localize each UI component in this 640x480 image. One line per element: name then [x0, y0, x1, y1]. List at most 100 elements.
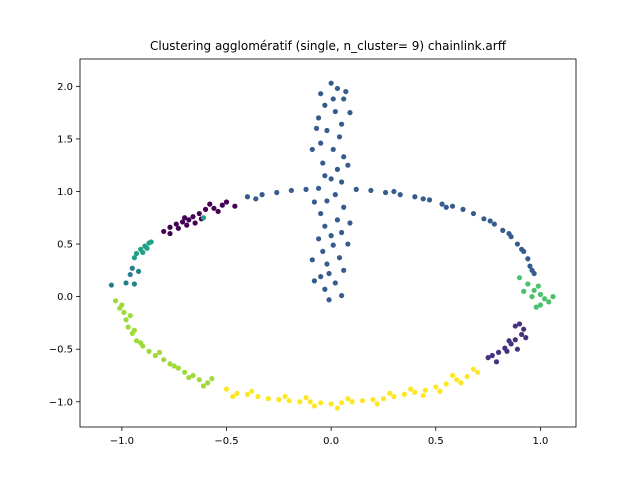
- scatter-point-blue: [382, 189, 389, 196]
- scatter-point-blue: [391, 188, 397, 195]
- scatter-point-indigo: [518, 331, 525, 338]
- scatter-point-lime: [131, 327, 138, 333]
- scatter-point-green: [550, 294, 556, 300]
- scatter-point-teal: [127, 271, 133, 278]
- scatter-point-green: [521, 288, 527, 294]
- scatter-point-blue: [330, 96, 336, 102]
- scatter-point-green: [542, 296, 548, 302]
- scatter-point-purple: [207, 201, 213, 207]
- scatter-point-blue: [244, 194, 251, 200]
- scatter-point-blue: [315, 236, 322, 242]
- scatter-point-purple: [202, 206, 209, 212]
- scatter-point-yellow: [223, 386, 230, 392]
- scatter-point-blue: [339, 229, 345, 236]
- scatter-point-purple: [167, 230, 173, 237]
- scatter-point-teal: [136, 268, 142, 274]
- scatter-point-indigo: [516, 321, 523, 327]
- scatter-point-purple: [186, 217, 192, 223]
- scatter-point-lime: [200, 383, 207, 389]
- scatter-point-lime: [209, 376, 215, 382]
- scatter-point-yellow: [422, 387, 428, 393]
- scatter-point-yellow: [470, 366, 477, 372]
- x-tick-label: 0.0: [323, 436, 339, 447]
- scatter-point-blue: [506, 230, 512, 237]
- scatter-point-green: [525, 281, 531, 287]
- scatter-point-lime: [127, 312, 133, 319]
- scatter-point-cyan: [144, 245, 150, 251]
- scatter-point-yellow: [230, 393, 236, 400]
- x-tick-label: 0.5: [428, 436, 444, 447]
- scatter-point-blue: [330, 242, 336, 248]
- scatter-point-yellow: [334, 405, 341, 411]
- scatter-point-purple: [192, 220, 198, 226]
- scatter-point-yellow: [449, 372, 456, 379]
- scatter-point-yellow: [307, 399, 313, 405]
- scatter-point-purple: [179, 219, 186, 225]
- points-layer: [108, 80, 556, 411]
- scatter-point-yellow: [339, 400, 345, 406]
- scatter-point-purple: [190, 214, 196, 220]
- scatter-point-blue: [315, 185, 322, 191]
- scatter-point-teal: [108, 282, 114, 288]
- scatter-point-green: [537, 302, 544, 308]
- scatter-point-blue: [527, 263, 533, 269]
- scatter-point-blue: [339, 121, 345, 127]
- scatter-point-lime: [167, 361, 173, 367]
- scatter-point-blue: [443, 204, 449, 210]
- y-tick-label: −1.0: [49, 397, 73, 408]
- scatter-point-indigo: [485, 355, 491, 361]
- y-tick-label: −0.5: [49, 345, 73, 356]
- scatter-point-blue: [449, 203, 456, 209]
- scatter-point-blue: [347, 110, 353, 116]
- scatter-point-blue: [322, 102, 328, 108]
- scatter-point-lime: [112, 298, 119, 304]
- scatter-point-yellow: [303, 394, 309, 401]
- scatter-point-yellow: [234, 390, 240, 396]
- scatter-point-lime: [133, 338, 140, 344]
- scatter-point-purple: [223, 199, 230, 205]
- scatter-point-indigo: [506, 338, 512, 344]
- scatter-point-green: [535, 283, 541, 289]
- y-tick-label: 2.0: [57, 82, 73, 93]
- scatter-point-blue: [274, 189, 280, 196]
- scatter-point-blue: [259, 192, 265, 198]
- scatter-point-blue: [525, 256, 531, 262]
- scatter-point-yellow: [443, 381, 449, 387]
- scatter-point-yellow: [380, 396, 387, 402]
- scatter-point-yellow: [276, 397, 282, 403]
- scatter-point-blue: [368, 187, 374, 194]
- scatter-point-blue: [328, 233, 334, 239]
- scatter-point-yellow: [454, 377, 460, 383]
- scatter-point-yellow: [464, 373, 470, 380]
- scatter-point-lime: [205, 380, 211, 386]
- scatter-point-lime: [146, 348, 152, 354]
- y-tick-label: 1.5: [57, 134, 73, 145]
- scatter-point-cyan: [140, 249, 146, 256]
- scatter-point-teal: [123, 280, 129, 286]
- scatter-point-blue: [315, 115, 322, 121]
- scatter-point-blue: [420, 196, 426, 202]
- scatter-point-yellow: [249, 388, 255, 394]
- scatter-point-yellow: [437, 388, 443, 394]
- scatter-point-lime: [186, 374, 192, 381]
- scatter-point-blue: [324, 261, 330, 267]
- scatter-point-lime: [182, 369, 188, 375]
- scatter-point-purple: [161, 228, 167, 235]
- scatter-point-blue: [313, 125, 320, 131]
- scatter-point-green: [537, 291, 544, 298]
- scatter-point-blue: [311, 199, 317, 205]
- scatter-point-yellow: [244, 391, 251, 398]
- scatter-point-yellow: [433, 384, 439, 390]
- scatter-point-blue: [334, 217, 341, 223]
- scatter-point-lime: [190, 372, 196, 379]
- scatter-point-cyan: [133, 250, 140, 257]
- x-tick-label: −1.0: [110, 436, 134, 447]
- scatter-point-blue: [347, 220, 353, 226]
- scatter-point-lime: [171, 363, 177, 369]
- scatter-point-purple: [196, 210, 202, 217]
- scatter-point-blue: [322, 223, 328, 229]
- scatter-point-yellow: [374, 401, 380, 407]
- scatter-point-yellow: [370, 397, 376, 403]
- scatter-point-blue: [412, 194, 418, 200]
